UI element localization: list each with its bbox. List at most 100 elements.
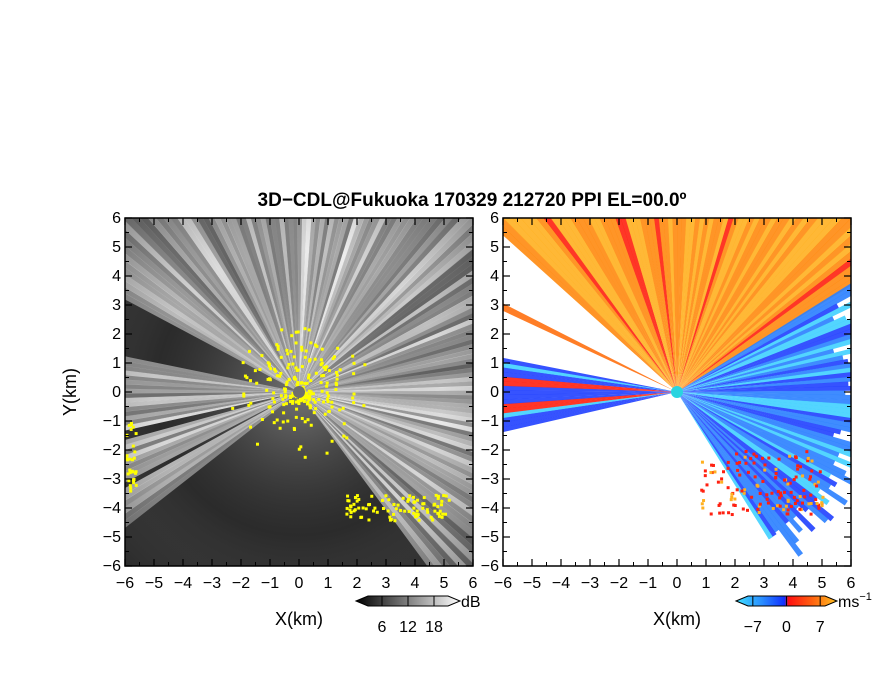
velocity-beam-positive xyxy=(635,218,677,392)
velocity-radar-site xyxy=(671,386,683,398)
intensity-x-tick-label: −2 xyxy=(232,575,250,592)
intensity-saturated-pixel xyxy=(290,394,294,398)
intensity-saturated-pixel xyxy=(283,390,287,394)
velocity-pixel xyxy=(752,452,756,456)
intensity-x-tick-label: 6 xyxy=(469,575,478,592)
intensity-saturated-pixel xyxy=(287,362,291,366)
velocity-beam-negative xyxy=(677,392,836,466)
velocity-beam-negative xyxy=(677,392,840,458)
velocity-pixel xyxy=(774,471,778,475)
intensity-saturated-pixel xyxy=(408,494,412,498)
intensity-saturated-pixel xyxy=(345,512,349,516)
intensity-colorbar-tick-label: 6 xyxy=(378,619,387,636)
intensity-y-tick-label: 3 xyxy=(112,297,121,314)
intensity-saturated-pixel xyxy=(361,506,365,510)
velocity-x-tick-label: 0 xyxy=(673,575,682,592)
intensity-saturated-pixel xyxy=(284,383,288,387)
intensity-saturated-pixel xyxy=(429,515,433,519)
intensity-saturated-pixel xyxy=(314,407,318,411)
velocity-pixel xyxy=(749,457,753,461)
intensity-saturated-pixel xyxy=(299,445,303,449)
intensity-saturated-pixel xyxy=(299,399,303,403)
intensity-y-tick-label: −3 xyxy=(103,471,121,488)
intensity-saturated-pixel xyxy=(265,388,269,392)
velocity-x-tick-label: −4 xyxy=(552,575,570,592)
velocity-beam-positive xyxy=(570,218,677,392)
intensity-saturated-pixel xyxy=(129,427,133,431)
velocity-y-tick-label: −2 xyxy=(481,442,499,459)
intensity-saturated-pixel xyxy=(303,327,307,331)
intensity-saturated-pixel xyxy=(330,400,334,404)
intensity-saturated-pixel xyxy=(279,355,283,359)
velocity-pixel xyxy=(817,503,821,507)
velocity-beam-negative xyxy=(677,392,790,525)
intensity-saturated-pixel xyxy=(384,494,388,498)
velocity-beam-negative xyxy=(677,392,829,524)
intensity-saturated-pixel xyxy=(300,365,304,369)
intensity-saturated-pixel xyxy=(303,381,307,385)
intensity-saturated-pixel xyxy=(326,400,330,404)
intensity-field xyxy=(125,218,473,566)
velocity-beam-positive xyxy=(677,258,851,392)
velocity-pixel xyxy=(813,482,817,486)
intensity-saturated-pixel xyxy=(440,499,444,503)
intensity-saturated-pixel xyxy=(406,499,410,503)
intensity-saturated-pixel xyxy=(313,400,317,404)
velocity-beam-positive xyxy=(677,265,851,392)
velocity-pixel xyxy=(703,474,707,478)
intensity-saturated-pixel xyxy=(346,494,350,498)
velocity-beam-positive xyxy=(610,218,677,392)
intensity-saturated-pixel xyxy=(304,349,308,353)
intensity-x-tick-label: 3 xyxy=(382,575,391,592)
intensity-saturated-pixel xyxy=(407,509,411,513)
velocity-beam-west xyxy=(503,392,677,405)
velocity-beam-positive xyxy=(528,218,677,392)
intensity-saturated-pixel xyxy=(440,503,444,507)
intensity-saturated-pixel xyxy=(286,366,290,370)
velocity-pixel xyxy=(718,511,722,515)
intensity-saturated-pixel xyxy=(342,422,346,426)
velocity-pixel xyxy=(774,467,778,471)
intensity-saturated-pixel xyxy=(372,509,376,513)
velocity-colorbar-unit: ms−1 xyxy=(838,591,872,611)
velocity-beam-negative xyxy=(677,392,800,544)
intensity-saturated-pixel xyxy=(274,369,278,373)
velocity-pixel xyxy=(801,501,805,505)
velocity-pixel xyxy=(742,491,746,495)
intensity-saturated-pixel xyxy=(248,349,252,353)
intensity-saturated-pixel xyxy=(415,512,419,516)
velocity-beam-streak xyxy=(503,303,677,392)
velocity-pixel xyxy=(711,463,715,467)
intensity-saturated-pixel xyxy=(403,509,407,513)
velocity-beam-west xyxy=(503,392,677,423)
velocity-pixel xyxy=(792,478,796,482)
intensity-colorbar-ticks: 6 12 18 xyxy=(378,596,443,636)
intensity-saturated-pixel xyxy=(320,389,324,393)
velocity-y-tick-label: 2 xyxy=(490,326,499,343)
intensity-saturated-pixel xyxy=(130,469,134,473)
intensity-saturated-pixel xyxy=(411,495,415,499)
intensity-y-tick-label: −2 xyxy=(103,442,121,459)
velocity-y-tick-label: 0 xyxy=(490,384,499,401)
velocity-pixel xyxy=(727,511,731,515)
intensity-saturated-pixel xyxy=(436,496,440,500)
velocity-y-tick-label: 5 xyxy=(490,239,499,256)
intensity-saturated-pixel xyxy=(282,387,286,391)
intensity-saturated-pixel xyxy=(313,357,317,361)
intensity-saturated-pixel xyxy=(255,381,259,385)
intensity-saturated-pixel xyxy=(280,328,284,332)
velocity-beam-negative xyxy=(677,392,800,510)
velocity-pixel xyxy=(732,503,736,507)
intensity-saturated-pixel xyxy=(292,426,296,430)
intensity-saturated-pixel xyxy=(278,374,282,378)
velocity-pixel xyxy=(809,512,813,516)
intensity-saturated-pixel xyxy=(433,502,437,506)
velocity-beam-positive xyxy=(503,218,677,392)
velocity-pixel xyxy=(710,463,714,467)
intensity-saturated-pixel xyxy=(127,479,131,483)
intensity-saturated-pixel xyxy=(131,458,135,462)
velocity-beam-negative xyxy=(677,381,849,392)
intensity-saturated-pixel xyxy=(279,371,283,375)
velocity-pixel xyxy=(793,502,797,506)
intensity-saturated-pixel xyxy=(266,361,270,365)
